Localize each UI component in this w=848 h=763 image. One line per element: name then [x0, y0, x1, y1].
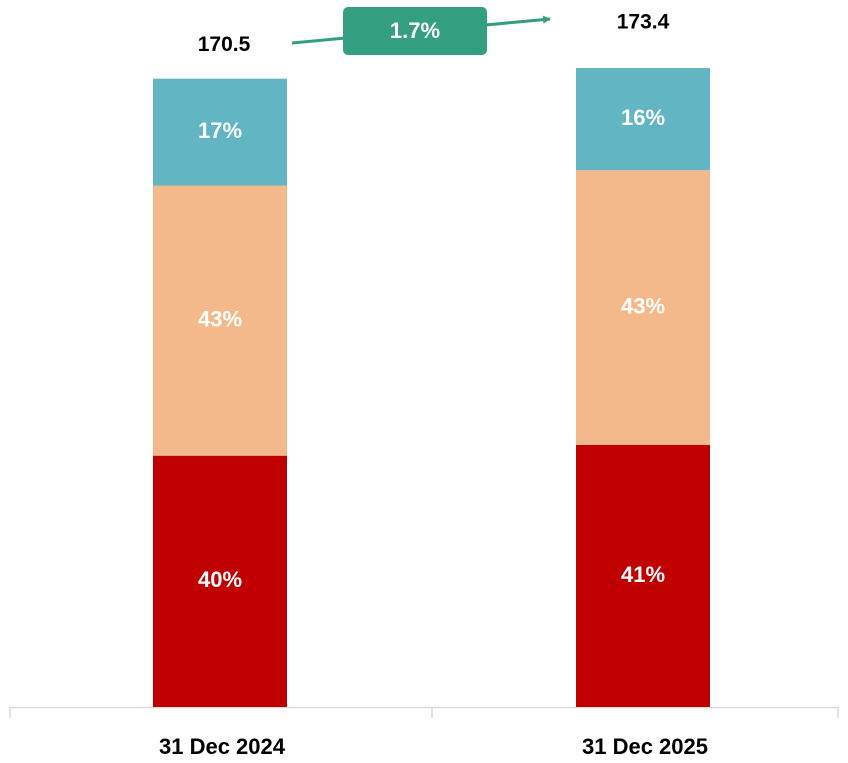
bar-segment [576, 68, 710, 171]
change-label: 1.7% [390, 18, 440, 43]
change-badge [343, 7, 487, 55]
total-label: 170.5 [198, 33, 251, 56]
x-tick-label: 31 Dec 2024 [159, 734, 286, 759]
total-label: 173.4 [617, 11, 670, 34]
bar-segment [153, 78, 287, 186]
segment-label: 43% [198, 306, 242, 331]
segment-label: 16% [621, 105, 665, 130]
segment-label: 17% [198, 118, 242, 143]
x-tick-label: 31 Dec 2025 [582, 734, 708, 759]
segment-label: 43% [621, 293, 665, 318]
bar-segment [153, 185, 287, 456]
segment-label: 41% [621, 562, 665, 587]
bar-segment [153, 455, 287, 707]
bar-segment [576, 170, 710, 446]
bar-segment [576, 445, 710, 707]
segment-label: 40% [198, 567, 242, 592]
